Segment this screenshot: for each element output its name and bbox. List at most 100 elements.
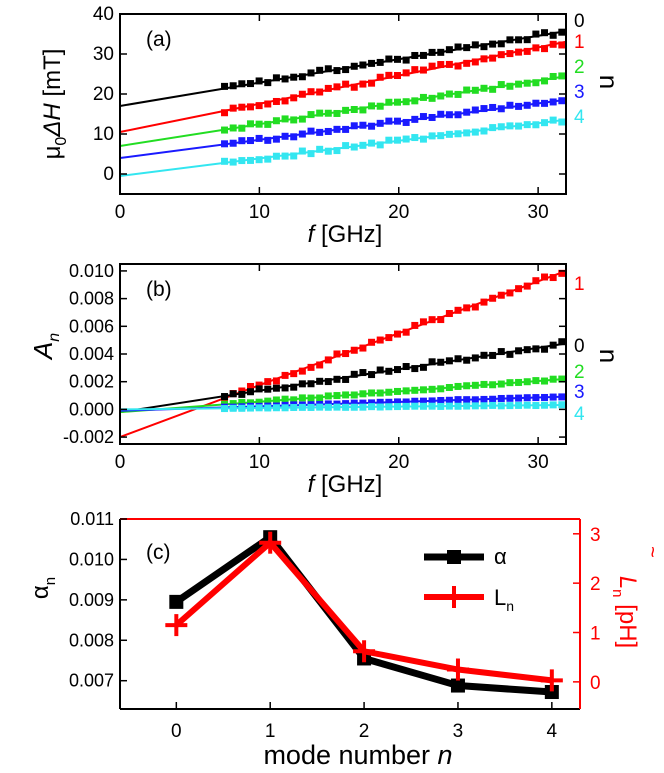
data-point: [515, 102, 523, 110]
data-point: [359, 141, 367, 149]
y-tick-label: 10: [93, 124, 114, 145]
data-point: [445, 90, 453, 98]
data-point: [515, 80, 523, 88]
data-point: [368, 139, 376, 147]
data-point: [393, 403, 401, 411]
data-point: [385, 71, 393, 79]
data-point: [298, 73, 306, 81]
data-point: [316, 361, 324, 369]
data-point: [229, 124, 237, 132]
data-point: [497, 394, 505, 402]
data-point: [350, 399, 358, 407]
data-point: [307, 363, 315, 371]
data-point: [316, 128, 324, 136]
data-point: [272, 396, 280, 404]
data-point: [506, 36, 514, 44]
data-point: [480, 43, 488, 51]
series-label-0: 0: [574, 11, 585, 32]
data-point: [368, 59, 376, 67]
alpha-point: [544, 685, 559, 700]
series-label-0: 0: [574, 336, 585, 357]
data-point: [333, 350, 341, 358]
series-0: [119, 338, 567, 414]
side-label-n: n: [594, 75, 624, 89]
data-point: [523, 36, 531, 44]
y-axis-label: An: [28, 333, 63, 361]
data-point: [255, 404, 263, 412]
data-point: [419, 397, 427, 405]
data-point: [359, 399, 367, 407]
panel-label: (b): [146, 278, 172, 301]
data-point: [454, 43, 462, 51]
data-point: [419, 51, 427, 59]
data-point: [368, 399, 376, 407]
data-point: [437, 385, 445, 393]
data-point: [428, 397, 436, 405]
data-point: [549, 393, 557, 401]
data-point: [264, 100, 272, 108]
data-point: [333, 392, 341, 400]
data-point: [419, 113, 427, 121]
data-point: [515, 48, 523, 56]
data-point: [368, 102, 376, 110]
data-point: [497, 123, 505, 131]
data-point: [316, 88, 324, 96]
data-point: [506, 122, 514, 130]
data-point: [549, 31, 557, 39]
data-point: [221, 405, 229, 413]
data-point: [497, 81, 505, 89]
data-point: [489, 401, 497, 409]
data-point: [290, 403, 298, 411]
data-point: [255, 77, 263, 85]
data-point: [229, 390, 237, 398]
x-axis-label: f [GHz]: [308, 471, 383, 498]
y-axis-label: αn: [27, 577, 59, 599]
data-point: [402, 118, 410, 126]
data-point: [246, 388, 254, 396]
data-point: [532, 79, 540, 87]
data-point: [471, 396, 479, 404]
data-point: [463, 59, 471, 67]
y-tick-label: -0.002: [63, 427, 114, 447]
data-point: [411, 402, 419, 410]
data-point: [558, 269, 566, 277]
x-tick-label: 4: [547, 721, 558, 742]
data-point: [445, 111, 453, 119]
data-point: [497, 380, 505, 388]
data-point: [324, 65, 332, 73]
data-point: [255, 398, 263, 406]
data-point: [558, 338, 566, 346]
y-tick-label: 40: [93, 4, 114, 25]
data-point: [532, 121, 540, 129]
data-point: [549, 72, 557, 80]
data-point: [497, 51, 505, 59]
data-point: [541, 377, 549, 385]
data-point: [454, 90, 462, 98]
data-point: [307, 127, 315, 135]
data-point: [307, 394, 315, 402]
data-point: [307, 88, 315, 96]
data-point: [463, 129, 471, 137]
data-point: [290, 383, 298, 391]
data-point: [411, 365, 419, 373]
data-point: [221, 126, 229, 134]
data-point: [264, 120, 272, 128]
series-label-2: 2: [574, 362, 585, 383]
data-point: [463, 86, 471, 94]
data-point: [281, 152, 289, 160]
data-point: [454, 62, 462, 70]
panel-c: 0 1 2 3 4 0.007 0.008 0.009 0.010 0.011 0 1 2 3 (c) α Ln…: [27, 509, 663, 770]
data-point: [298, 147, 306, 155]
data-point: [350, 143, 358, 151]
data-point: [298, 403, 306, 411]
x-axis-label: f [GHz]: [308, 221, 383, 248]
data-point: [541, 29, 549, 37]
series-Ln: [165, 531, 563, 692]
data-point: [454, 402, 462, 410]
data-point: [324, 403, 332, 411]
data-point: [523, 401, 531, 409]
data-point: [437, 48, 445, 56]
y-tick-label: 0.010: [69, 549, 114, 569]
data-point: [376, 366, 384, 374]
